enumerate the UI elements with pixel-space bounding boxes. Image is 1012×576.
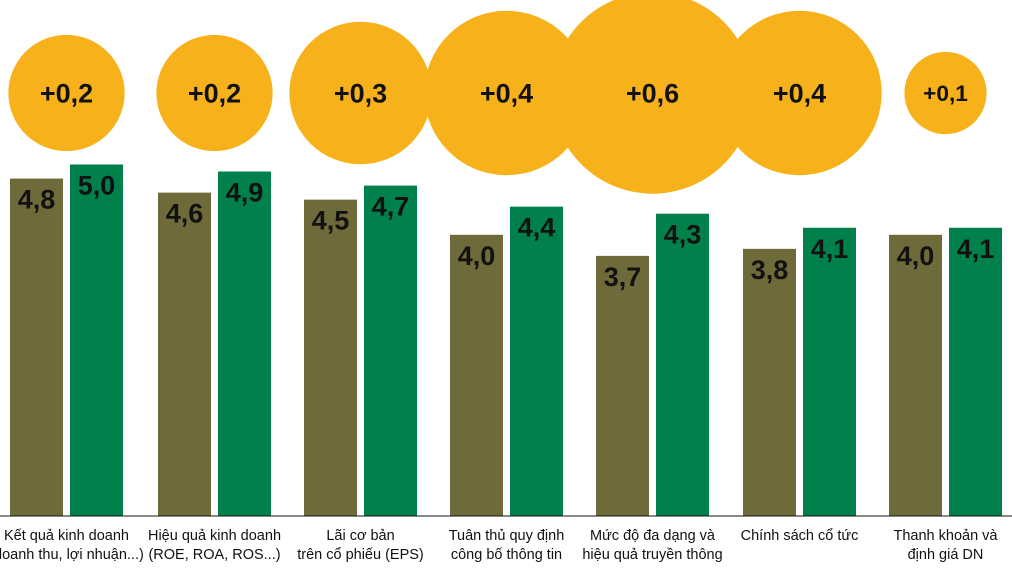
bar-series-2 xyxy=(949,227,1002,516)
bar-series-1 xyxy=(10,178,63,516)
category-label: Thanh khoản và định giá DN xyxy=(894,528,999,563)
bar-group: 4,0 4,4 xyxy=(450,206,563,517)
bar-value-label: 4,4 xyxy=(518,213,556,243)
bar-group: 3,8 4,1 xyxy=(743,227,856,517)
category-label-line: Tuân thủ quy định xyxy=(449,528,565,544)
bar-value-label: 3,7 xyxy=(604,262,642,292)
bar-value-label: 5,0 xyxy=(78,171,116,201)
bar-value-label: 4,0 xyxy=(458,241,496,271)
bar-value-label: 4,1 xyxy=(957,234,995,264)
category-label-line: Hiệu quả kinh doanh xyxy=(148,528,281,544)
bar-value-label: 4,1 xyxy=(811,234,849,264)
bar-value-label: 4,3 xyxy=(664,220,702,250)
bar-series-1 xyxy=(889,234,942,517)
category-label-line: Chính sách cổ tức xyxy=(741,528,859,544)
bar-group: 4,8 5,0 xyxy=(10,164,123,516)
category-label: Mức độ đa dạng và hiệu quả truyền thông xyxy=(582,528,722,563)
bar-groups: 4,8 5,04,64,94,5 4,74,04,43,74,33,84,1 4,0 4… xyxy=(10,164,1002,517)
category-label-line: Lãi cơ bản xyxy=(326,528,394,544)
difference-bubble xyxy=(8,34,125,152)
category-label-line: Kết quả kinh doanh xyxy=(4,528,129,544)
bar-series-2 xyxy=(510,206,563,516)
bar-value-label: 4,9 xyxy=(226,178,264,208)
difference-bubble xyxy=(551,0,754,194)
difference-bubble xyxy=(717,10,882,176)
category-label-line: công bố thông tin xyxy=(451,547,562,563)
difference-bubble xyxy=(904,51,987,135)
bar-series-1 xyxy=(158,192,211,516)
category-label: Kết quả kinh doanh (doanh thu, lợi nhuận.… xyxy=(0,528,144,563)
category-label: Lãi cơ bản trên cổ phiếu (EPS) xyxy=(297,528,424,563)
category-label-line: trên cổ phiếu (EPS) xyxy=(297,547,424,563)
bar-group: 4,0 4,1 xyxy=(889,227,1002,517)
bar-series-2 xyxy=(656,213,709,516)
difference-label: +0,4 xyxy=(480,79,533,109)
category-label: Hiệu quả kinh doanh (ROE, ROA, ROS...) xyxy=(148,528,281,563)
difference-label: +0,1 xyxy=(923,81,968,106)
difference-label: +0,2 xyxy=(188,79,241,109)
bar-value-label: 4,6 xyxy=(166,199,204,229)
bar-series-1 xyxy=(596,255,649,516)
bar-group: 4,6 4,9 xyxy=(158,171,271,516)
category-label: Chính sách cổ tức xyxy=(741,528,859,544)
bar-series-1 xyxy=(304,199,357,516)
bar-series-1 xyxy=(450,234,503,517)
category-label-line: định giá DN xyxy=(908,547,984,563)
bar-value-label: 4,8 xyxy=(18,185,56,215)
difference-label: +0,3 xyxy=(334,79,387,109)
bar-series-1 xyxy=(743,248,796,517)
difference-label: +0,4 xyxy=(773,79,826,109)
bar-series-2 xyxy=(70,164,123,516)
bar-group: 3,7 4,3 xyxy=(596,213,709,516)
bar-series-2 xyxy=(364,185,417,516)
bar-value-label: 3,8 xyxy=(751,255,789,285)
category-label: Tuân thủ quy định công bố thông tin xyxy=(449,528,565,563)
bar-value-label: 4,5 xyxy=(312,206,350,236)
difference-bubble xyxy=(424,10,589,176)
difference-label: +0,2 xyxy=(40,79,93,109)
bar-value-label: 4,0 xyxy=(897,241,935,271)
difference-bubble xyxy=(156,34,273,152)
bar-value-label: 4,7 xyxy=(372,192,410,222)
bar-group: 4,5 4,7 xyxy=(304,185,417,516)
category-label-line: (ROE, ROA, ROS...) xyxy=(148,547,280,563)
bar-series-2 xyxy=(803,227,856,516)
difference-label: +0,6 xyxy=(626,79,679,109)
bar-series-2 xyxy=(218,171,271,516)
category-label-line: (doanh thu, lợi nhuận...) xyxy=(0,547,144,563)
category-labels: Kết quả kinh doanh (doanh thu, lợi nhuận.… xyxy=(0,528,998,563)
category-label-line: Thanh khoản và xyxy=(894,528,999,544)
difference-bubble xyxy=(289,21,432,165)
category-label-line: hiệu quả truyền thông xyxy=(582,547,722,563)
category-label-line: Mức độ đa dạng và xyxy=(590,528,716,544)
difference-bubbles: +0,2 +0,2 +0,3 +0,4 +0,6 +0,4 +0,1 xyxy=(8,0,987,194)
